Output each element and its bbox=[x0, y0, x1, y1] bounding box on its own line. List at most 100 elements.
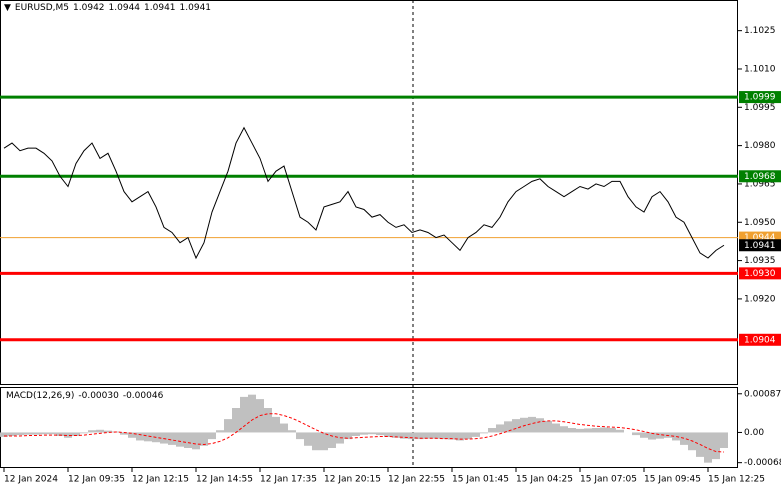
y-tick-label: 1.1025 bbox=[744, 26, 776, 36]
macd-bar bbox=[184, 432, 192, 448]
macd-bar bbox=[40, 432, 48, 435]
macd-bar bbox=[376, 432, 384, 436]
x-tick-label: 12 Jan 17:35 bbox=[260, 475, 317, 485]
macd-bar bbox=[8, 432, 16, 436]
y-tick-label: 1.0935 bbox=[744, 256, 776, 266]
macd-bar bbox=[80, 432, 88, 434]
macd-bar bbox=[88, 430, 96, 433]
level-label: 1.0999 bbox=[744, 93, 776, 103]
macd-bar bbox=[536, 418, 544, 433]
level-label-box bbox=[739, 267, 781, 280]
macd-bar bbox=[552, 423, 560, 433]
macd-bar bbox=[64, 432, 72, 438]
price-marker-box bbox=[739, 239, 781, 252]
macd-bar bbox=[248, 394, 256, 433]
macd-bar bbox=[672, 432, 680, 441]
macd-bar bbox=[288, 430, 296, 433]
macd-bar bbox=[128, 432, 136, 438]
x-tick-label: 15 Jan 09:45 bbox=[644, 475, 701, 485]
macd-bar bbox=[160, 432, 168, 444]
macd-bar bbox=[592, 428, 600, 433]
ohlc-low: 1.0941 bbox=[144, 3, 176, 13]
macd-bar bbox=[400, 432, 408, 439]
macd-bar bbox=[456, 432, 464, 441]
macd-bar bbox=[176, 432, 184, 447]
macd-bar bbox=[136, 432, 144, 441]
macd-bar bbox=[480, 432, 488, 434]
macd-bar bbox=[144, 432, 152, 442]
macd-bar bbox=[464, 432, 472, 440]
macd-bar bbox=[472, 432, 480, 437]
menu-arrow[interactable]: ▼ bbox=[4, 3, 11, 13]
price-header: ▼ EURUSD,M5 1.0942 1.0944 1.0941 1.0941 bbox=[2, 3, 214, 13]
y-tick-label: 0.00087 bbox=[744, 389, 781, 399]
macd-bar bbox=[544, 420, 552, 433]
macd-frame bbox=[0, 387, 738, 468]
price-marker-label: 1.0941 bbox=[744, 241, 776, 251]
x-tick-label: 12 Jan 12:15 bbox=[132, 475, 189, 485]
macd-bar bbox=[568, 428, 576, 433]
level-label: 1.0930 bbox=[744, 269, 776, 279]
ohlc-close: 1.0941 bbox=[179, 3, 212, 13]
level-label-box bbox=[739, 91, 781, 104]
price-frame bbox=[0, 0, 738, 385]
macd-bar bbox=[712, 432, 720, 460]
macd-bar bbox=[408, 432, 416, 440]
y-tick-label: 1.1010 bbox=[744, 64, 776, 74]
macd-bar bbox=[320, 432, 328, 451]
macd-bar bbox=[192, 432, 200, 450]
x-tick-label: 12 Jan 09:35 bbox=[68, 475, 125, 485]
macd-bar bbox=[392, 432, 400, 438]
price-line bbox=[3, 126, 725, 260]
macd-bar bbox=[264, 408, 272, 433]
macd-bar bbox=[608, 428, 616, 433]
level-label: 1.0904 bbox=[744, 335, 776, 345]
macd-bar bbox=[352, 432, 360, 436]
x-tick-label: 12 Jan 20:15 bbox=[324, 475, 381, 485]
macd-bar bbox=[200, 432, 208, 446]
price-marker-label: 1.0944 bbox=[744, 233, 776, 243]
y-tick-label: 1.0965 bbox=[744, 179, 776, 189]
macd-bar bbox=[16, 432, 24, 436]
macd-bar bbox=[520, 417, 528, 433]
macd-bar bbox=[120, 432, 128, 435]
macd-bar bbox=[648, 432, 656, 440]
x-tick-label: 15 Jan 01:45 bbox=[452, 475, 509, 485]
macd-bar bbox=[312, 432, 320, 451]
macd-bar bbox=[416, 432, 424, 440]
macd-bar bbox=[440, 432, 448, 440]
macd-bar bbox=[496, 424, 504, 433]
macd-bar bbox=[32, 432, 40, 435]
macd-bar bbox=[216, 430, 224, 433]
x-tick-label: 12 Jan 22:55 bbox=[388, 475, 445, 485]
y-tick-label: 1.0980 bbox=[744, 141, 776, 151]
macd-bar bbox=[240, 396, 248, 433]
macd-bar bbox=[432, 432, 440, 439]
macd-bar bbox=[0, 432, 8, 437]
y-tick-label: 1.0920 bbox=[744, 294, 776, 304]
macd-bar bbox=[328, 432, 336, 448]
ohlc-high: 1.0944 bbox=[108, 3, 141, 13]
y-tick-label: 0.00 bbox=[744, 428, 764, 438]
macd-bar bbox=[272, 416, 280, 433]
macd-value: -0.00030 bbox=[78, 391, 119, 401]
macd-bar bbox=[104, 430, 112, 433]
macd-bar bbox=[656, 432, 664, 439]
macd-bar bbox=[368, 432, 376, 435]
symbol-title: EURUSD,M5 bbox=[14, 3, 70, 13]
macd-bar bbox=[24, 432, 32, 435]
macd-header: MACD(12,26,9) -0.00030 -0.00046 bbox=[4, 391, 166, 401]
macd-bar bbox=[296, 432, 304, 440]
y-tick-label: 1.0995 bbox=[744, 103, 776, 113]
macd-bar bbox=[72, 432, 80, 436]
macd-bar bbox=[232, 408, 240, 433]
macd-bar bbox=[168, 432, 176, 445]
macd-bar bbox=[48, 432, 56, 435]
level-label: 1.0968 bbox=[744, 172, 776, 182]
macd-bar bbox=[384, 432, 392, 437]
x-tick-label: 15 Jan 04:25 bbox=[516, 475, 573, 485]
macd-bar bbox=[344, 432, 352, 440]
y-tick-label: -0.00068 bbox=[744, 458, 781, 468]
macd-bar bbox=[488, 428, 496, 433]
